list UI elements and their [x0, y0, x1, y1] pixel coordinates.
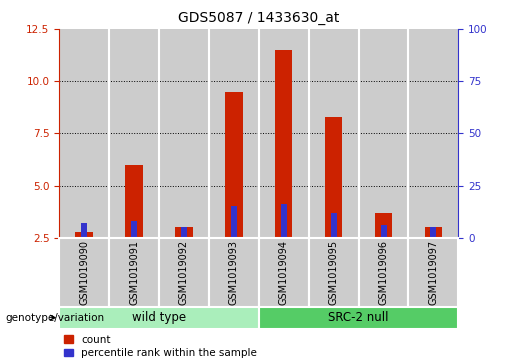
Bar: [408, 29, 458, 238]
Text: GSM1019093: GSM1019093: [229, 240, 239, 305]
Bar: [225, 92, 243, 238]
Text: wild type: wild type: [132, 311, 186, 324]
Bar: [381, 225, 386, 238]
Bar: [325, 117, 342, 238]
Bar: [275, 50, 293, 238]
Bar: [408, 238, 458, 307]
Text: GSM1019091: GSM1019091: [129, 240, 139, 305]
Bar: [159, 238, 209, 307]
Bar: [109, 29, 159, 238]
Bar: [125, 165, 143, 238]
Title: GDS5087 / 1433630_at: GDS5087 / 1433630_at: [178, 11, 339, 25]
Bar: [425, 227, 442, 238]
Text: GSM1019096: GSM1019096: [379, 240, 388, 305]
Bar: [331, 213, 337, 238]
Bar: [209, 29, 259, 238]
Bar: [281, 204, 287, 238]
Bar: [131, 221, 137, 238]
Bar: [259, 238, 308, 307]
Bar: [81, 223, 87, 238]
Legend: count, percentile rank within the sample: count, percentile rank within the sample: [64, 335, 257, 358]
Bar: [59, 307, 259, 329]
Bar: [259, 29, 308, 238]
Bar: [75, 232, 93, 238]
Bar: [209, 238, 259, 307]
Text: SRC-2 null: SRC-2 null: [329, 311, 389, 324]
Text: GSM1019092: GSM1019092: [179, 240, 189, 305]
Text: GSM1019090: GSM1019090: [79, 240, 89, 305]
Bar: [308, 29, 358, 238]
Bar: [431, 227, 436, 238]
Text: GSM1019094: GSM1019094: [279, 240, 289, 305]
Bar: [358, 238, 408, 307]
Bar: [59, 29, 109, 238]
Bar: [358, 29, 408, 238]
Text: GSM1019097: GSM1019097: [428, 240, 438, 305]
Bar: [308, 238, 358, 307]
Bar: [175, 227, 193, 238]
Bar: [181, 227, 187, 238]
Bar: [109, 238, 159, 307]
Bar: [159, 29, 209, 238]
Bar: [375, 213, 392, 238]
Bar: [231, 207, 237, 238]
Bar: [259, 307, 458, 329]
Text: GSM1019095: GSM1019095: [329, 240, 339, 305]
Text: genotype/variation: genotype/variation: [5, 313, 104, 323]
Bar: [59, 238, 109, 307]
